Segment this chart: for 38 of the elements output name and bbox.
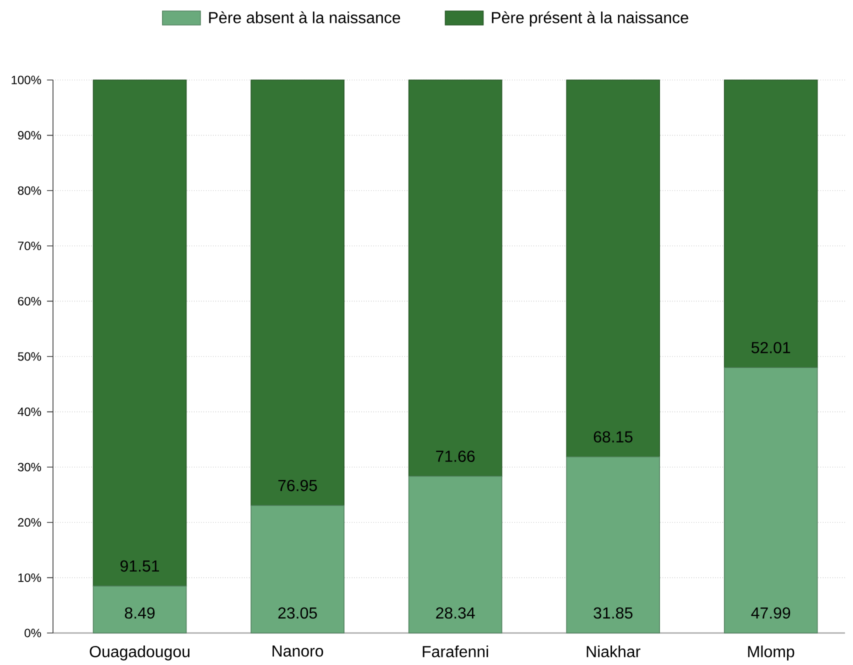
data-label: 91.51 — [120, 560, 160, 572]
y-tick-label: 30% — [18, 462, 42, 472]
y-tick-label: 0% — [24, 628, 42, 638]
legend-label: Père absent à la naissance — [209, 11, 400, 24]
bar — [408, 476, 502, 634]
bar — [566, 456, 660, 634]
y-tick-label: 90% — [18, 131, 42, 140]
y-tick-label: 80% — [18, 186, 42, 195]
bar — [724, 367, 818, 634]
data-label: 68.15 — [594, 431, 632, 443]
bar — [566, 80, 660, 458]
bar — [250, 80, 344, 506]
bar — [724, 80, 818, 368]
bar — [92, 586, 187, 634]
y-tick-label: 20% — [18, 518, 42, 527]
x-tick-label: Mlomp — [748, 646, 794, 660]
bar — [92, 80, 187, 586]
y-tick-label: 40% — [18, 408, 42, 416]
data-label: 76.95 — [278, 480, 317, 492]
data-label: 28.34 — [436, 607, 475, 619]
y-tick-label: 10% — [18, 573, 42, 582]
y-tick-label: 70% — [18, 242, 42, 250]
x-tick-label: Ouagadougou — [90, 646, 190, 660]
y-tick-label: 50% — [18, 352, 42, 361]
legend-label: Père présent à la naissance — [492, 11, 688, 26]
x-tick-label: Niakhar — [586, 646, 640, 658]
bar — [408, 80, 502, 477]
y-tick-label: 60% — [18, 296, 42, 306]
y-tick-label: 100% — [12, 76, 42, 84]
bar — [250, 505, 344, 634]
data-label: 47.99 — [751, 607, 790, 619]
data-label: 31.85 — [594, 607, 632, 619]
data-label: 23.05 — [278, 607, 317, 619]
x-tick-label: Farafenni — [422, 646, 488, 658]
x-tick-label: Nanoro — [272, 646, 324, 657]
data-label: 71.66 — [436, 450, 475, 462]
data-label: 8.49 — [124, 607, 155, 619]
data-label: 52.01 — [751, 342, 790, 354]
